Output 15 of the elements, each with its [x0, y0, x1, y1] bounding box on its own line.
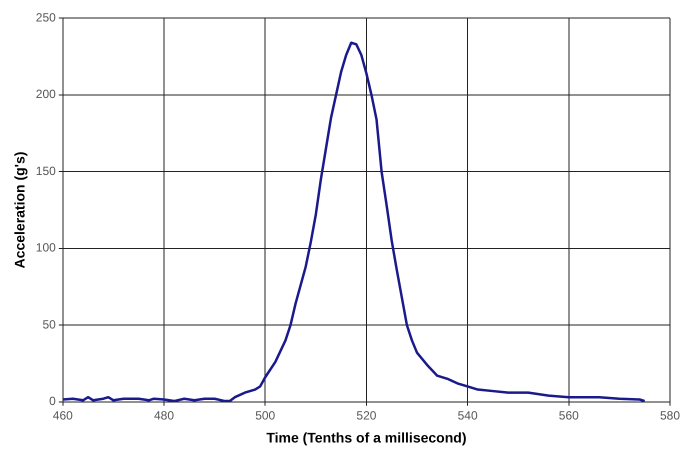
y-tick-label: 0	[49, 394, 56, 408]
x-tick-label: 520	[356, 408, 377, 422]
y-tick-label: 50	[42, 317, 56, 332]
x-tick-label: 480	[154, 408, 174, 422]
y-tick-label: 100	[36, 240, 56, 255]
x-tick-label: 460	[52, 408, 74, 422]
x-tick-label: 560	[558, 408, 580, 422]
x-tick-label: 500	[255, 408, 276, 422]
x-axis-title: Time (Tenths of a millisecond)	[266, 429, 467, 446]
x-tick-label: 540	[458, 408, 478, 422]
y-tick-label: 250	[36, 10, 56, 25]
y-tick-label: 200	[36, 87, 56, 102]
x-tick-label: 580	[660, 408, 680, 422]
y-axis-title: Acceleration (g's)	[11, 152, 28, 268]
y-tick-label: 150	[36, 164, 56, 178]
